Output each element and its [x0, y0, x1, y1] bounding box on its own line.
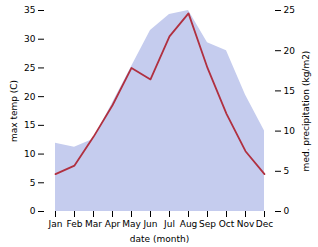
svg-text:35: 35: [24, 5, 35, 15]
svg-text:25: 25: [284, 5, 295, 15]
svg-text:Nov: Nov: [237, 219, 255, 229]
svg-text:30: 30: [24, 34, 36, 44]
svg-text:Jul: Jul: [163, 219, 175, 229]
svg-text:max temp (C): max temp (C): [9, 80, 19, 142]
svg-text:15: 15: [24, 120, 35, 130]
svg-text:10: 10: [284, 126, 296, 136]
svg-text:Feb: Feb: [67, 219, 83, 229]
svg-text:15: 15: [284, 86, 295, 96]
svg-text:Aug: Aug: [180, 219, 198, 229]
svg-text:5: 5: [284, 166, 290, 176]
svg-text:Jan: Jan: [48, 219, 63, 229]
svg-text:Mar: Mar: [85, 219, 102, 229]
svg-text:Oct: Oct: [219, 219, 235, 229]
svg-text:Sep: Sep: [199, 219, 216, 229]
svg-text:0: 0: [30, 206, 36, 216]
svg-text:0: 0: [284, 206, 290, 216]
svg-text:20: 20: [24, 92, 36, 102]
svg-text:med. precipitation (kg/m2): med. precipitation (kg/m2): [301, 51, 311, 172]
svg-text:Jun: Jun: [142, 219, 157, 229]
svg-text:Dec: Dec: [256, 219, 273, 229]
svg-text:May: May: [122, 219, 141, 229]
svg-text:5: 5: [30, 178, 36, 188]
svg-text:20: 20: [284, 46, 296, 56]
svg-text:10: 10: [24, 149, 36, 159]
svg-text:Apr: Apr: [105, 219, 121, 229]
svg-text:25: 25: [24, 63, 35, 73]
svg-text:date (month): date (month): [130, 234, 189, 244]
